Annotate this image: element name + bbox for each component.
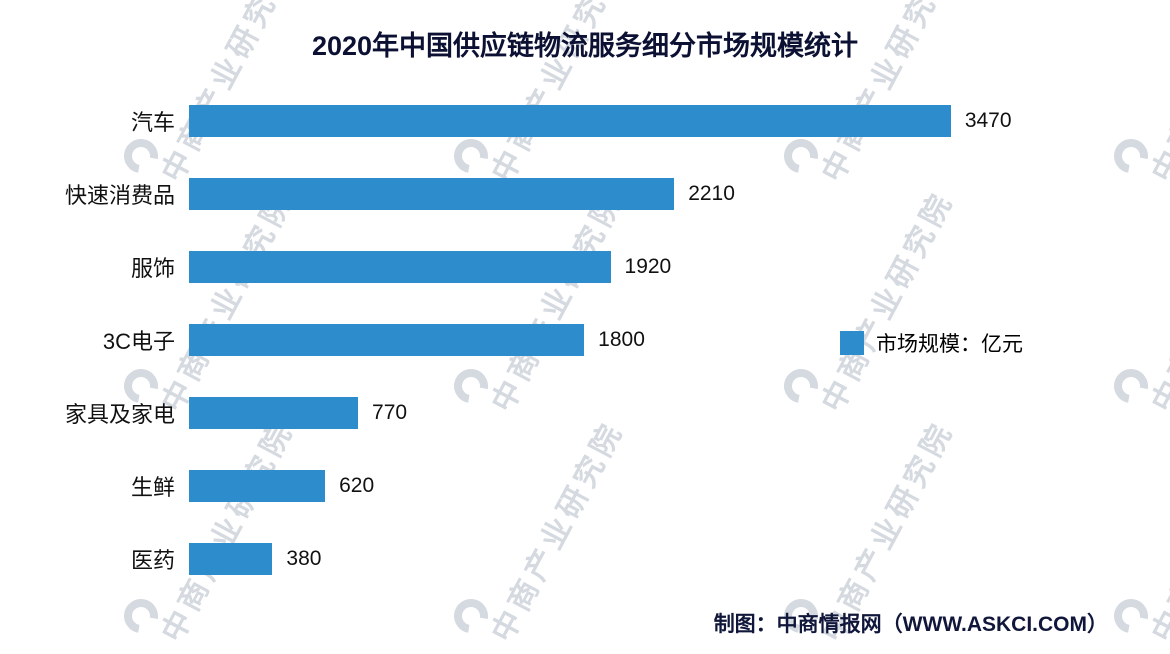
value-label: 1800 [598, 327, 645, 351]
bar [189, 469, 326, 502]
category-label: 3C电子 [102, 328, 175, 354]
value-label: 620 [339, 473, 375, 497]
bar-track: 2210 [189, 177, 1155, 210]
bar-track: 620 [189, 469, 1155, 502]
source-credit: 制图：中商情报网（WWW.ASKCI.COM） [713, 613, 1108, 636]
category-label: 家具及家电 [64, 401, 175, 427]
category-label: 快速消费品 [64, 182, 175, 208]
bar [189, 177, 675, 210]
category-label: 医药 [130, 547, 175, 573]
legend-label: 市场规模：亿元 [876, 333, 1023, 356]
bar-track: 770 [189, 396, 1155, 429]
category-label: 服饰 [130, 255, 175, 281]
legend-swatch [840, 331, 864, 355]
bar [189, 104, 951, 137]
bar-track: 1920 [189, 250, 1155, 283]
value-label: 2210 [688, 181, 735, 205]
bar [189, 542, 273, 575]
value-label: 3470 [964, 108, 1012, 132]
chart-legend: 市场规模：亿元 [840, 328, 1023, 358]
bar-row: 服饰 1920 [15, 230, 1155, 303]
bar-row: 生鲜 620 [15, 449, 1155, 522]
bar [189, 396, 359, 429]
chart-rows: 汽车 3470 快速消费品 2210 服饰 1920 3C电子 1800 家具及… [15, 84, 1155, 595]
bar [189, 323, 585, 356]
bar [189, 250, 611, 283]
value-label: 770 [372, 400, 408, 424]
value-label: 1920 [624, 254, 672, 278]
bar-track: 1800 [189, 323, 1155, 356]
bar-track: 3470 [189, 104, 1155, 137]
bar-row: 家具及家电 770 [15, 376, 1155, 449]
bar-row: 汽车 3470 [15, 84, 1155, 157]
bar-row: 3C电子 1800 [15, 303, 1155, 376]
value-label: 380 [286, 546, 322, 570]
bar-track: 380 [189, 542, 1155, 575]
bar-row: 医药 380 [15, 522, 1155, 595]
category-label: 汽车 [130, 109, 175, 135]
category-label: 生鲜 [130, 474, 175, 500]
chart-title: 2020年中国供应链物流服务细分市场规模统计 [311, 31, 859, 61]
bar-row: 快速消费品 2210 [15, 157, 1155, 230]
